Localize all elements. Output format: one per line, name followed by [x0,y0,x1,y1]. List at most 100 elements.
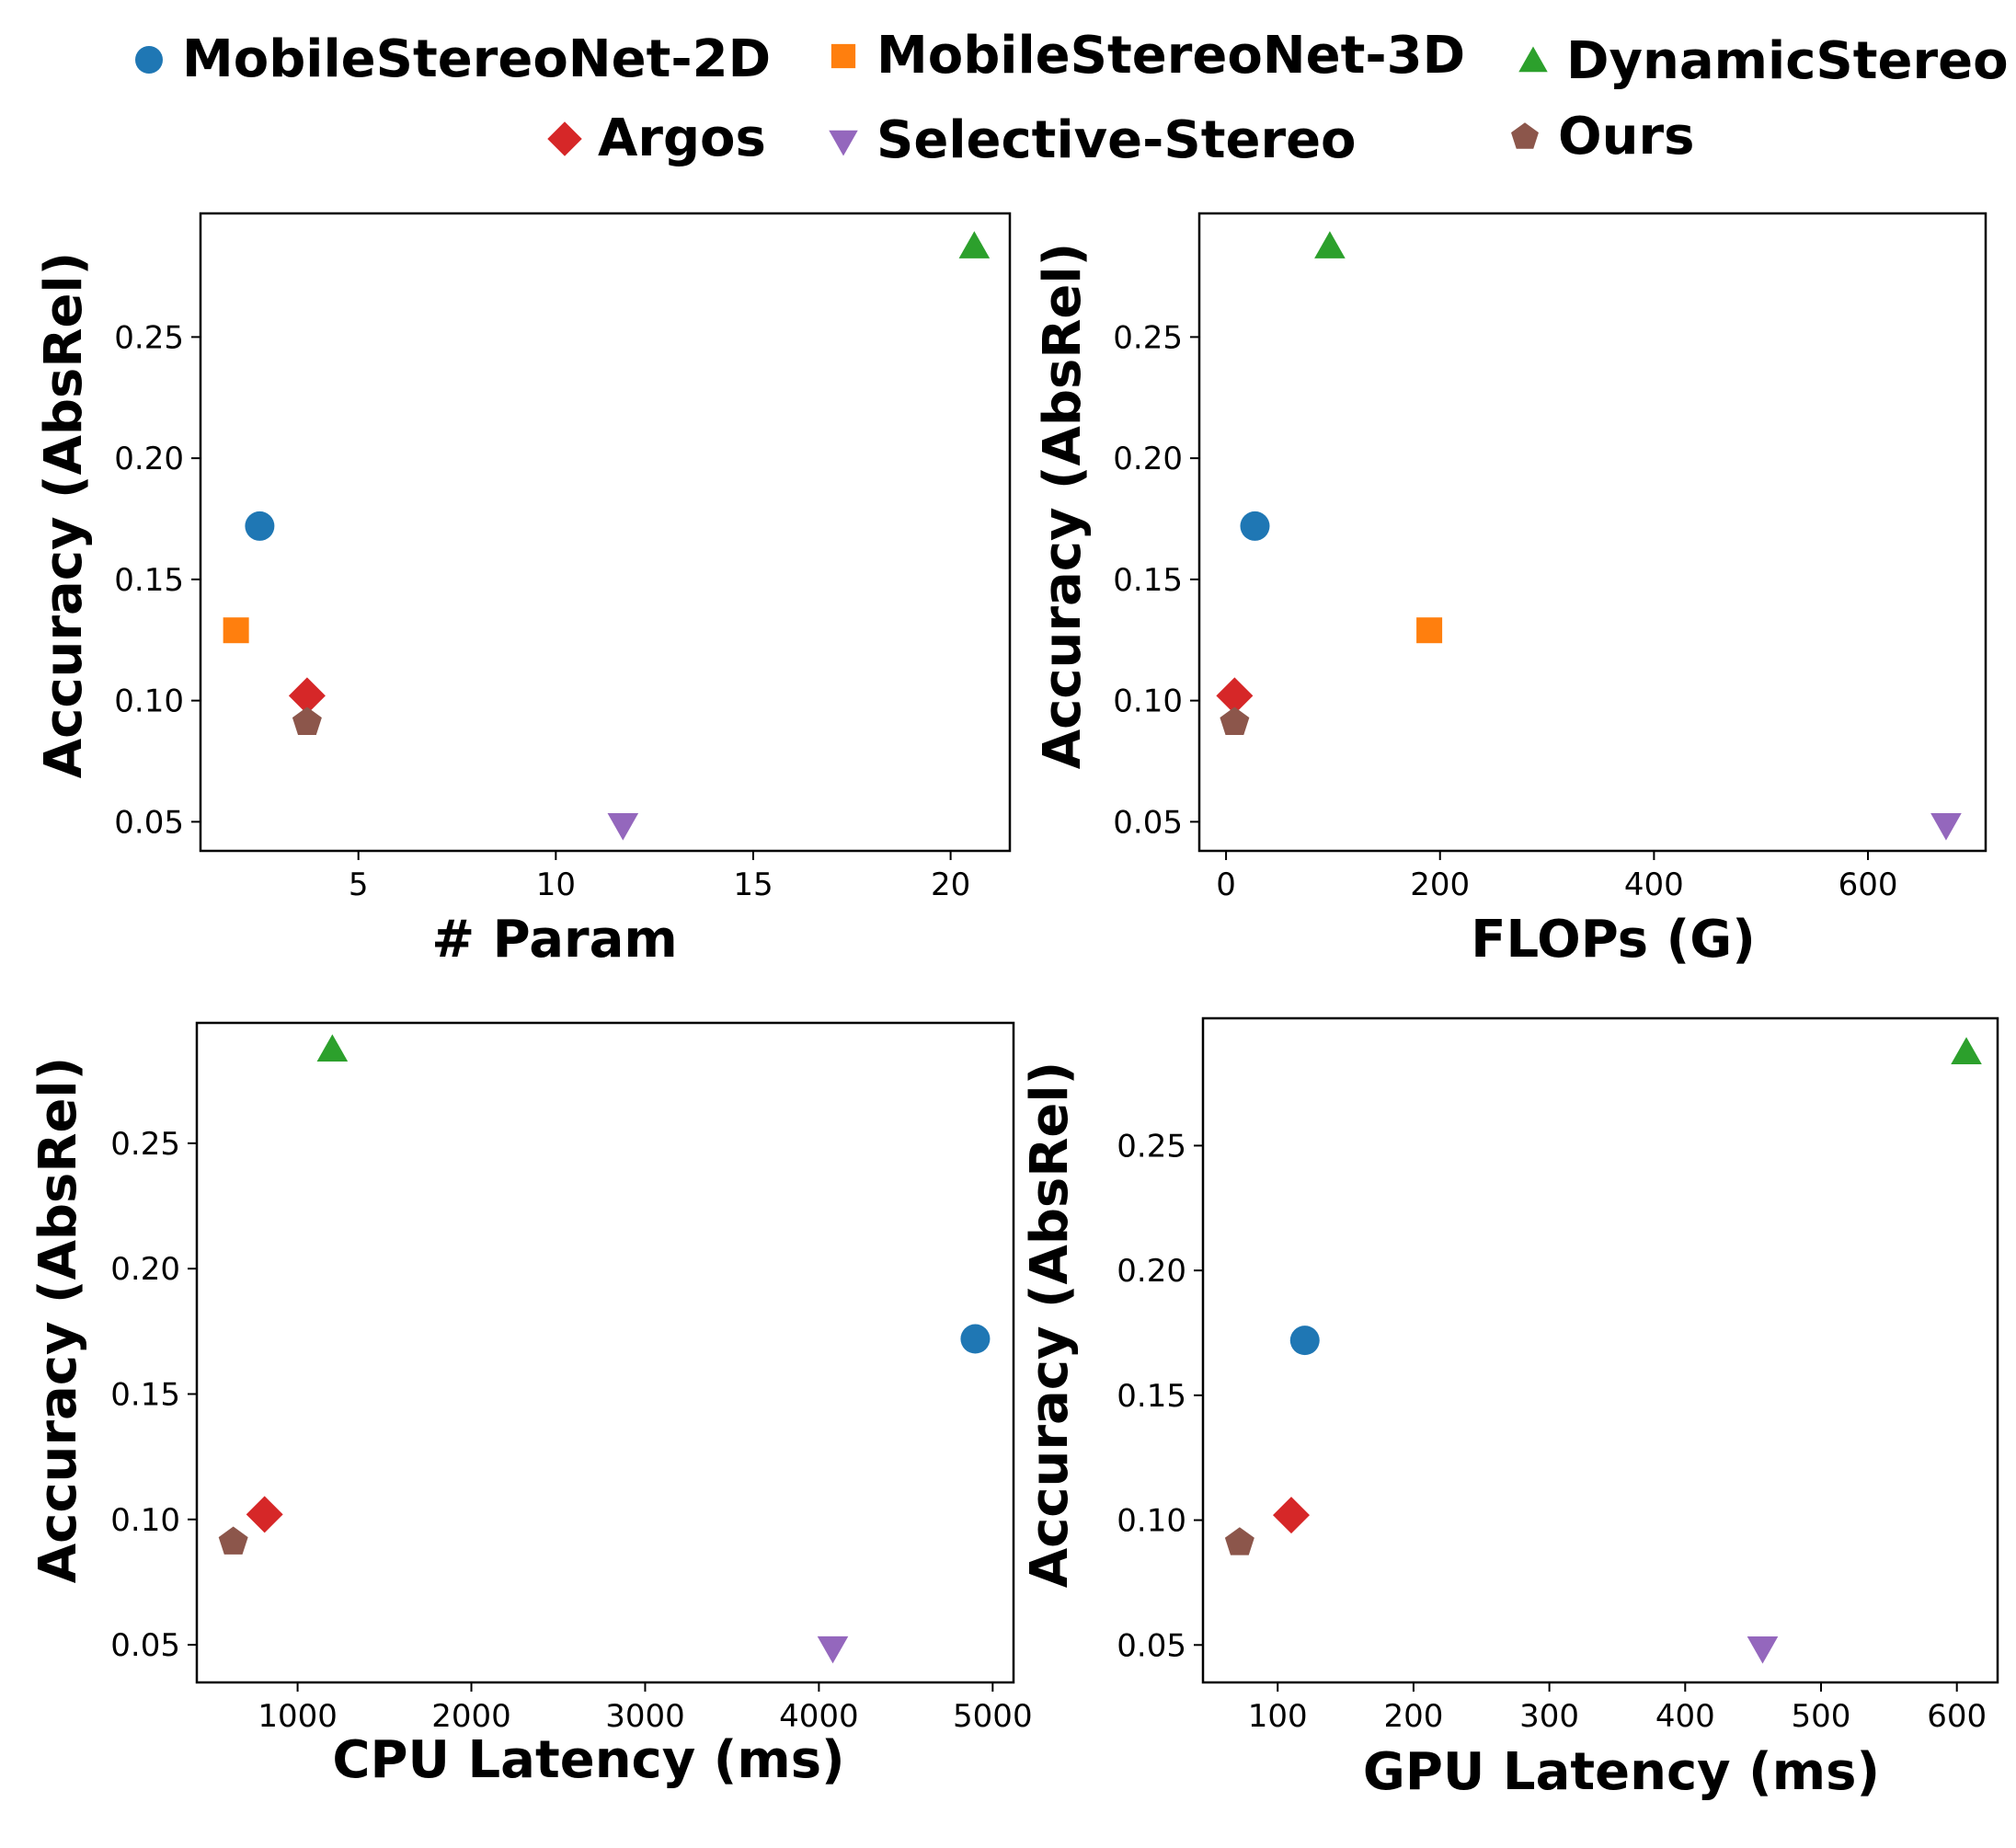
data-point-mobilestereonet-2d [1289,1326,1320,1356]
plot-frame [1201,1016,1999,1684]
square-marker-icon [830,43,856,68]
y-tick-label: 0.15 [110,1376,180,1413]
x-axis-label: GPU Latency (ms) [1363,1742,1880,1802]
data-point-mobilestereonet-2d [1240,511,1270,541]
x-tick-label: 100 [1248,1698,1308,1735]
triangle-down-marker-shape [829,130,858,155]
x-tick-label: 600 [1838,867,1898,903]
y-tick-label: 0.10 [114,683,184,720]
x-axis-label: CPU Latency (ms) [332,1730,844,1790]
y-tick-label: 0.25 [1117,1128,1186,1165]
x-tick-label: 400 [1655,1698,1715,1735]
scatter-plot-1: 5 10 15 20 0.05 0.10 0.15 0.20 0.25 # Param Accura… [34,212,1012,970]
legend-label: Ours [1558,107,1695,166]
y-axis-label: Accuracy (AbsRel) [1020,1062,1080,1588]
y-tick-label: 0.20 [1117,1253,1186,1290]
x-axis-label: # Param [431,910,678,970]
data-point-dynamicstereo [1951,1037,1982,1064]
x-tick-label: 3000 [605,1698,685,1735]
legend-label: Argos [598,109,766,168]
legend-label: Selective-Stereo [876,110,1357,170]
legend-item-ours: Ours [1505,107,1694,166]
data-point-argos [288,677,326,715]
data-point-dynamicstereo [316,1034,349,1062]
x-tick-label: 600 [1927,1698,1987,1735]
x-tick-label: 5 [349,867,369,903]
square-marker-shape [830,43,856,68]
x-tick-label: 500 [1792,1698,1851,1735]
x-tick-label: 200 [1383,1698,1443,1735]
x-tick-label: 300 [1519,1698,1579,1735]
x-tick-label: 0 [1216,867,1236,903]
circle-marker-shape [135,45,163,74]
data-point-ours [292,706,322,735]
y-tick-label: 0.10 [1113,683,1183,720]
data-point-selective-stereo [607,813,639,841]
triangle-down-marker-icon [829,130,858,155]
legend-item-selective-stereo: Selective-Stereo [823,110,1357,170]
y-tick-label: 0.15 [1113,562,1183,599]
x-tick-label: 10 [536,867,576,903]
data-point-mobilestereonet-2d [960,1324,991,1354]
data-point-selective-stereo [1747,1636,1779,1664]
y-tick-label: 0.25 [1113,319,1183,356]
legend-item-argos: Argos [544,109,766,168]
y-axis-label: Accuracy (AbsRel) [34,252,94,778]
circle-marker-icon [135,45,163,74]
pentagon-marker-shape [1511,121,1539,149]
y-tick-label: 0.20 [110,1251,180,1288]
y-tick-label: 0.20 [114,441,184,477]
data-point-selective-stereo [817,1636,849,1664]
y-tick-label: 0.05 [110,1627,180,1664]
data-point-dynamicstereo [1314,231,1346,258]
chart-legend: MobileStereoNet-2D MobileStereoNet-3D Dy… [0,0,2016,184]
x-tick-label: 5000 [953,1698,1033,1735]
y-tick-label: 0.05 [1113,804,1183,841]
y-axis-label: Accuracy (AbsRel) [29,1057,88,1583]
x-tick-label: 1000 [258,1698,338,1735]
x-tick-label: 400 [1624,867,1684,903]
x-tick-label: 200 [1410,867,1470,903]
diamond-marker-shape [547,121,582,156]
scatter-plot-2: 0 200 400 600 0.05 0.10 0.15 0.20 0.25 FLOPs (G) A… [1033,212,1987,970]
triangle-up-marker-shape [1518,46,1548,72]
plot-frame [1197,212,1987,853]
legend-label: MobileStereoNet-3D [876,26,1466,86]
data-point-argos [246,1496,283,1533]
data-point-mobilestereonet-2d [245,511,275,541]
legend-label: DynamicStereo [1566,31,2009,91]
data-point-argos [1273,1497,1310,1534]
y-tick-label: 0.15 [114,562,184,599]
x-tick-label: 20 [931,867,970,903]
data-point-ours [1220,706,1250,735]
x-tick-label: 15 [733,867,773,903]
data-point-dynamicstereo [958,231,991,258]
data-point-mobilestereonet-3d [223,617,249,644]
x-axis-label: FLOPs (G) [1471,910,1756,970]
diamond-marker-icon [547,121,582,156]
plot-frame [199,212,1012,853]
y-tick-label: 0.15 [1117,1378,1186,1415]
data-point-ours [1224,1527,1254,1555]
plot-frame [195,1021,1015,1684]
data-point-argos [1216,677,1254,715]
data-point-selective-stereo [1930,813,1962,841]
x-tick-label: 4000 [779,1698,859,1735]
y-axis-label: Accuracy (AbsRel) [1033,243,1093,769]
legend-label: MobileStereoNet-2D [182,29,772,89]
legend-item-mobilestereonet-3d: MobileStereoNet-3D [823,26,1465,86]
y-tick-label: 0.05 [114,804,184,841]
pentagon-marker-icon [1511,121,1539,149]
scatter-plot-3: 1000 2000 3000 4000 5000 0.05 0.10 0.15 0.20 0.25… [29,1021,1033,1790]
data-point-ours [218,1526,248,1555]
y-tick-label: 0.25 [110,1126,180,1163]
y-tick-label: 0.05 [1117,1627,1186,1664]
triangle-up-marker-icon [1518,46,1548,72]
x-tick-label: 2000 [431,1698,511,1735]
legend-item-mobilestereonet-2d: MobileStereoNet-2D [129,29,771,89]
y-tick-label: 0.10 [110,1502,180,1539]
y-tick-label: 0.20 [1113,441,1183,477]
data-point-mobilestereonet-3d [1416,617,1443,644]
scatter-plot-4: 100 200 300 400 500 600 0.05 0.10 0.15 0.20 0.25 GP… [1020,1016,1999,1802]
